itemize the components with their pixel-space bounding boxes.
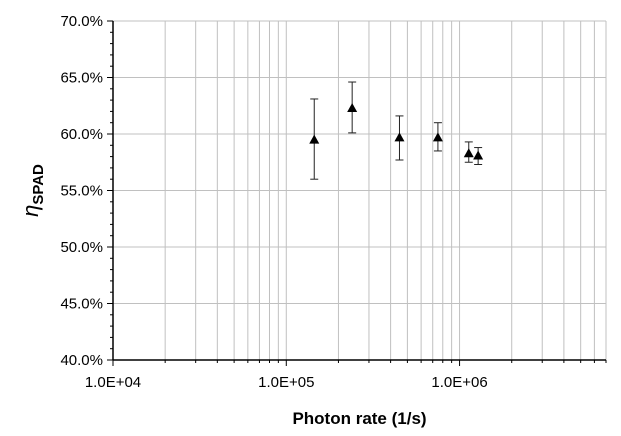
axes <box>107 20 607 366</box>
y-tick-label: 45.0% <box>60 296 103 313</box>
x-tick-label: 1.0E+04 <box>85 374 141 391</box>
grid <box>113 20 607 360</box>
y-tick-label: 65.0% <box>60 70 103 87</box>
y-axis-title: ηSPAD <box>18 164 47 217</box>
x-tick-label: 1.0E+06 <box>431 374 487 391</box>
data-point-triangle <box>432 132 443 142</box>
data-point-triangle <box>394 132 405 142</box>
y-tick-label: 40.0% <box>60 352 103 369</box>
data-points <box>309 103 484 160</box>
y-axis-title-symbol: η <box>18 205 43 217</box>
y-tick-label: 70.0% <box>60 13 103 30</box>
y-tick-label: 60.0% <box>60 126 103 143</box>
y-tick-label: 50.0% <box>60 239 103 256</box>
x-axis-title: Photon rate (1/s) <box>292 409 426 428</box>
x-tick-label: 1.0E+05 <box>258 374 314 391</box>
tick-labels: 40.0% 45.0% 50.0% 55.0% 60.0% 65.0% 70.0% 1.0E+… <box>60 13 487 391</box>
data-point-triangle <box>309 134 320 144</box>
data-point-triangle <box>347 103 358 113</box>
axis-titles: Photon rate (1/s) ηSPAD <box>18 164 427 428</box>
error-bars <box>310 81 483 180</box>
y-axis-title-subscript: SPAD <box>30 164 47 205</box>
y-tick-label: 55.0% <box>60 183 103 200</box>
data-point-triangle <box>463 148 474 158</box>
data-point-triangle <box>473 150 484 160</box>
